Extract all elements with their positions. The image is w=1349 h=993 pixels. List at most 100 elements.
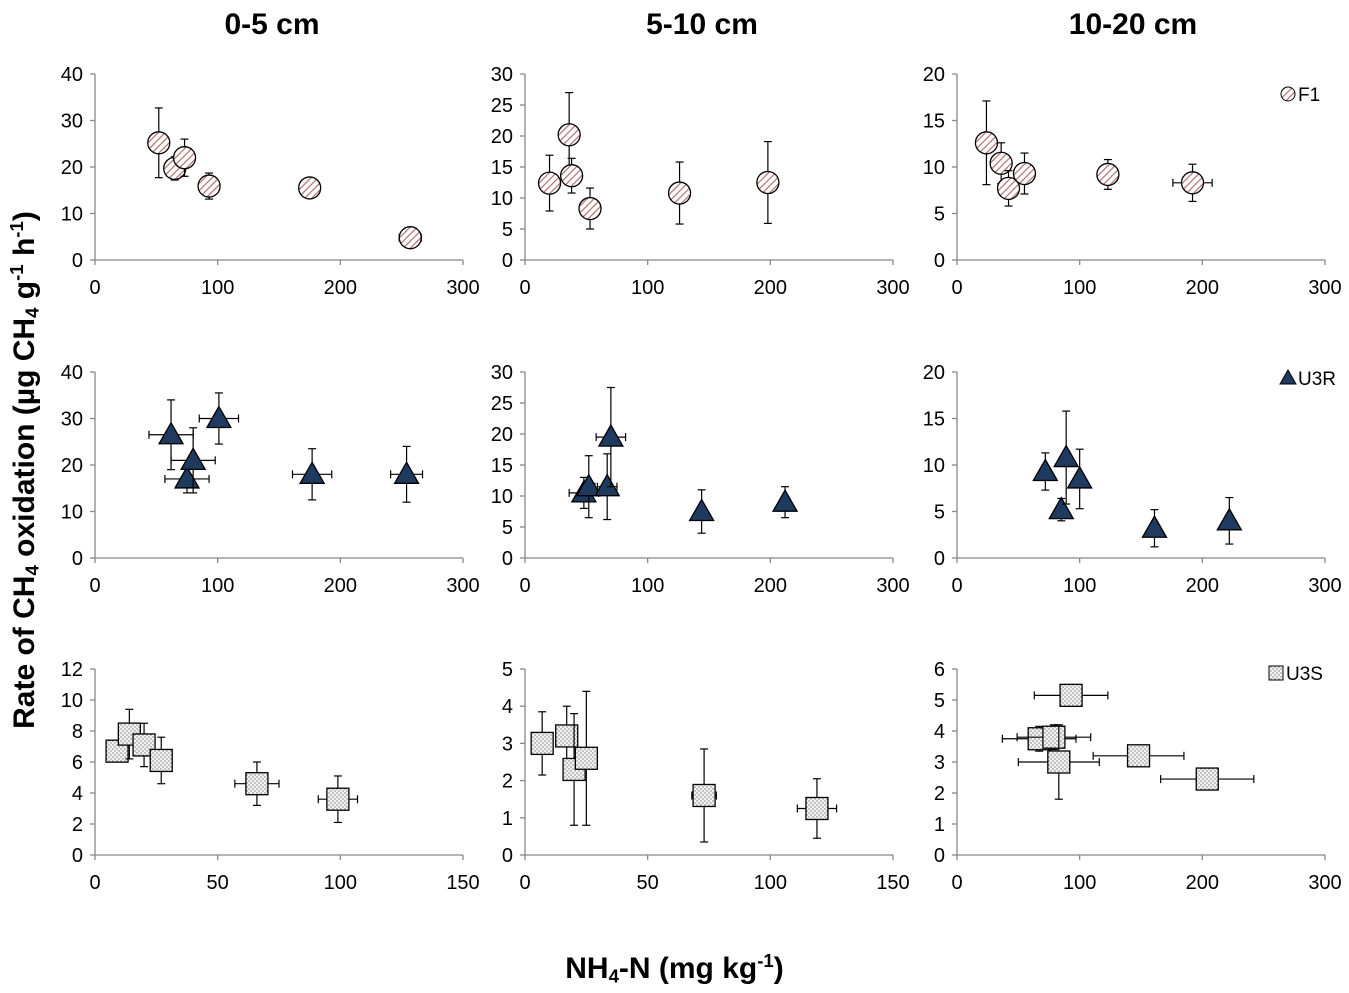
x-tick-label: 200: [1186, 872, 1219, 894]
y-tick-label: 30: [61, 111, 83, 133]
data-point-f1: [559, 164, 584, 188]
data-point-u3r: [1141, 514, 1168, 538]
y-tick-label: 15: [923, 111, 945, 133]
column-title-10-20cm: 10-20 cm: [1068, 8, 1198, 41]
legend-item-f1: F1: [1280, 85, 1320, 106]
data-point-u3r: [298, 460, 326, 484]
y-tick-label: 3: [502, 733, 513, 755]
legend-label: U3S: [1286, 664, 1323, 685]
data-point-f1: [398, 226, 422, 250]
data-point-f1: [667, 181, 692, 205]
x-tick-label: 200: [754, 575, 787, 597]
y-tick-label: 10: [61, 502, 83, 524]
data-point-f1: [147, 131, 171, 155]
x-tick-label: 100: [201, 575, 234, 597]
x-tick-label: 0: [89, 277, 100, 299]
y-tick-label: 12: [61, 659, 83, 681]
data-point-u3s: [530, 731, 554, 756]
y-tick-label: 15: [491, 157, 513, 179]
column-title-0-5cm: 0-5 cm: [224, 8, 320, 41]
y-tick-label: 6: [934, 659, 945, 681]
y-tick-label: 20: [923, 362, 945, 384]
data-point-u3r: [1032, 458, 1059, 482]
y-tick-label: 10: [61, 204, 83, 226]
y-tick-label: 0: [934, 548, 945, 570]
y-tick-label: 4: [934, 721, 945, 743]
x-tick-label: 200: [1186, 277, 1219, 299]
y-tick-label: 5: [502, 219, 513, 241]
panel-f1-0: 0 10 20 30 40 0 100 200 300: [61, 64, 480, 299]
y-tick-label: 40: [61, 362, 83, 384]
y-tick-label: 0: [934, 250, 945, 272]
y-tick-label: 40: [61, 64, 83, 86]
data-point-u3r: [1048, 496, 1075, 520]
data-point-f1: [989, 151, 1013, 175]
x-tick-label: 300: [1308, 872, 1341, 894]
x-axis-label-part: -N (mg kg: [618, 952, 758, 985]
data-point-u3r: [688, 498, 715, 522]
y-tick-label: 0: [72, 845, 83, 867]
x-tick-label: 100: [324, 872, 357, 894]
x-tick-label: 0: [951, 872, 962, 894]
data-point-u3r: [393, 460, 420, 484]
data-point-u3r: [771, 488, 799, 512]
x-tick-label: 300: [1308, 575, 1341, 597]
y-tick-label: 20: [61, 157, 83, 179]
y-tick-label: 30: [491, 362, 513, 384]
panel-u3s-2: 0 1 2 3 4 5 6 0 100 200 300: [934, 659, 1342, 894]
data-point-u3r: [205, 405, 233, 429]
x-tick-label: 0: [951, 277, 962, 299]
y-tick-label: 15: [923, 409, 945, 431]
y-tick-label: 0: [72, 548, 83, 570]
y-tick-label: 0: [502, 250, 513, 272]
x-tick-label: 150: [446, 872, 479, 894]
data-point-f1: [756, 170, 780, 195]
x-axis-label-sup: -1: [757, 949, 774, 971]
x-tick-label: 300: [876, 277, 909, 299]
y-tick-label: 10: [491, 486, 513, 508]
data-point-u3s: [1047, 750, 1071, 774]
column-title-5-10cm: 5-10 cm: [646, 8, 758, 41]
y-tick-label: 2: [502, 771, 513, 793]
y-tick-label: 2: [934, 783, 945, 805]
x-tick-label: 0: [519, 575, 530, 597]
y-tick-label: 6: [72, 752, 83, 774]
data-point-u3s: [805, 796, 829, 821]
data-point-u3s: [555, 724, 579, 748]
data-point-u3r: [1053, 444, 1080, 468]
data-point-u3s: [326, 787, 350, 811]
x-tick-label: 100: [631, 575, 664, 597]
y-tick-label: 30: [61, 409, 83, 431]
x-tick-label: 100: [1063, 872, 1096, 894]
y-tick-label: 0: [502, 548, 513, 570]
x-tick-label: 300: [876, 575, 909, 597]
x-tick-label: 200: [324, 575, 357, 597]
data-point-u3r: [157, 421, 185, 445]
y-tick-label: 10: [61, 690, 83, 712]
x-tick-label: 200: [1186, 575, 1219, 597]
legend-item-u3r: U3R: [1279, 368, 1336, 390]
y-tick-label: 20: [491, 126, 513, 148]
y-tick-label: 4: [72, 783, 83, 805]
x-axis-label-part: ): [773, 952, 784, 985]
x-tick-label: 100: [754, 872, 787, 894]
x-tick-label: 0: [89, 872, 100, 894]
x-axis-label-sub: 4: [608, 965, 619, 987]
legend-label: F1: [1298, 85, 1320, 106]
legend-marker: [1280, 86, 1296, 102]
y-tick-label: 20: [491, 424, 513, 446]
data-point-u3s: [245, 772, 269, 796]
data-point-u3r: [173, 465, 201, 489]
y-tick-label: 0: [934, 845, 945, 867]
x-tick-label: 50: [637, 872, 659, 894]
data-point-u3s: [1042, 725, 1066, 749]
y-tick-label: 30: [491, 64, 513, 86]
y-tick-label: 5: [934, 204, 945, 226]
x-tick-label: 0: [519, 277, 530, 299]
x-tick-label: 0: [89, 575, 100, 597]
data-point-f1: [974, 131, 999, 155]
data-point-u3s: [574, 746, 598, 770]
x-tick-label: 200: [324, 277, 357, 299]
